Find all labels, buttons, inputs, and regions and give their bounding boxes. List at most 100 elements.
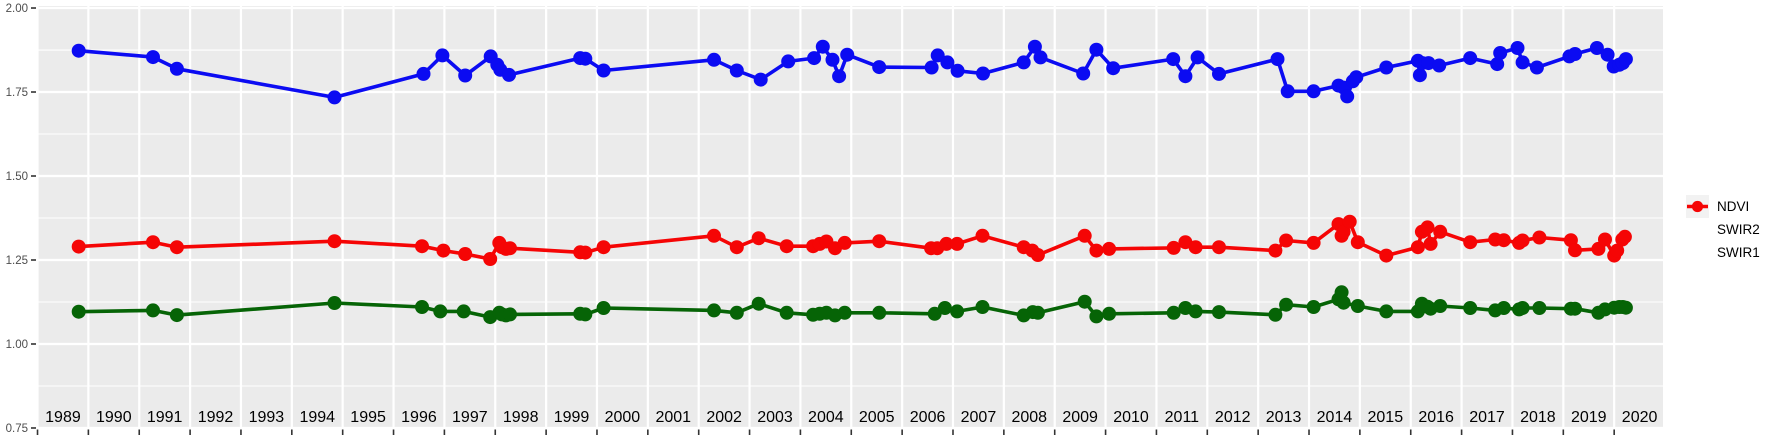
series-SWIR1-point: [779, 239, 794, 254]
series-SWIR1-point: [169, 240, 184, 255]
series-NDVI-point: [416, 66, 431, 81]
series-SWIR2-point: [1102, 306, 1117, 321]
x-tick-label: 2008: [1011, 409, 1047, 426]
axis-ticks: [31, 7, 1615, 435]
series-SWIR2-point: [837, 305, 852, 320]
series-NDVI-point: [729, 63, 744, 78]
x-axis-labels: 1989 1990 1991 1992 1993 1994 1995 1996 1997 1998…: [45, 409, 1657, 426]
y-tick-label: 1.25: [6, 255, 28, 267]
x-tick-label: 1994: [299, 409, 335, 426]
series-NDVI-point: [578, 51, 593, 66]
series-NDVI-point: [1349, 70, 1364, 85]
series-SWIR2-point: [1188, 304, 1203, 319]
series-SWIR1-point: [146, 235, 160, 250]
series-NDVI-point: [940, 55, 955, 70]
x-tick-label: 1998: [503, 409, 539, 426]
gridlines: [36, 6, 1663, 430]
series-SWIR1-point: [1379, 248, 1394, 263]
series-SWIR1-point: [1279, 233, 1294, 248]
series-SWIR2-point: [415, 300, 429, 314]
x-tick-label: 1995: [350, 409, 386, 426]
legend-key-swir2-icon: [1686, 195, 1709, 241]
series-SWIR2-point: [1166, 305, 1181, 320]
series-SWIR2-point: [1379, 304, 1394, 319]
x-tick-label: 1999: [554, 409, 590, 426]
series-NDVI-point: [435, 48, 450, 63]
series-NDVI-point: [1270, 52, 1285, 67]
series-NDVI-point: [976, 66, 990, 81]
series-SWIR1-point: [1342, 214, 1357, 229]
x-tick-label: 2010: [1113, 409, 1149, 426]
series-NDVI-point: [815, 39, 830, 54]
legend-label-swir1: SWIR1: [1717, 245, 1760, 260]
series-NDVI-point: [1432, 58, 1447, 73]
x-tick-label: 2016: [1418, 409, 1454, 426]
series-NDVI-point: [1178, 69, 1193, 84]
legend-label-swir2: SWIR2: [1717, 222, 1760, 237]
x-tick-label: 1997: [452, 409, 488, 426]
series-SWIR1-point: [1350, 235, 1365, 250]
series-SWIR2-point: [872, 305, 887, 320]
series-SWIR1-point: [1166, 240, 1181, 255]
x-tick-label: 1996: [401, 409, 437, 426]
series-SWIR1-point: [71, 239, 86, 254]
x-tick-label: 1990: [96, 409, 132, 426]
series-NDVI-point: [1600, 47, 1615, 62]
series-SWIR1-point: [458, 247, 473, 261]
series-NDVI-point: [71, 43, 86, 58]
series-NDVI-point: [781, 54, 796, 69]
x-tick-label: 2017: [1469, 409, 1505, 426]
series-SWIR1-point: [950, 236, 965, 251]
series-SWIR1-point: [975, 228, 990, 243]
x-tick-label: 2019: [1571, 409, 1607, 426]
x-tick-label: 2015: [1368, 409, 1404, 426]
series-SWIR2-point: [751, 296, 766, 311]
series-SWIR1-point: [1496, 233, 1511, 248]
series-SWIR2-point: [1433, 299, 1448, 313]
series-SWIR1-point: [751, 231, 766, 246]
series-SWIR1-point: [1463, 235, 1478, 250]
series-SWIR2-point: [1350, 299, 1365, 313]
series-SWIR2-point: [169, 308, 184, 323]
legend: NDVI SWIR2 SWIR1: [1686, 195, 1760, 264]
series-NDVI-point: [502, 67, 516, 82]
x-tick-label: 2014: [1317, 409, 1353, 426]
series-SWIR1-point: [1568, 243, 1582, 258]
series-SWIR2-point: [1030, 305, 1045, 320]
series-NDVI-point: [1421, 56, 1436, 71]
series-SWIR1-point: [1212, 240, 1226, 255]
series-SWIR1-point: [1102, 241, 1117, 256]
series-NDVI-point: [1027, 39, 1042, 54]
series-NDVI-point: [1568, 47, 1582, 61]
series-SWIR1-point: [1336, 224, 1351, 239]
series-NDVI-point: [832, 69, 847, 84]
series-NDVI-point: [807, 51, 822, 66]
legend-label-ndvi: NDVI: [1717, 199, 1750, 214]
x-tick-label: 2018: [1520, 409, 1556, 426]
series-SWIR1-point: [1598, 232, 1612, 247]
series-SWIR1-point: [415, 239, 429, 254]
x-tick-label: 2007: [961, 409, 997, 426]
series-NDVI-point: [1490, 57, 1505, 72]
series-SWIR1-point: [1030, 248, 1045, 262]
series-SWIR2-point: [937, 301, 952, 315]
x-tick-label: 2006: [910, 409, 946, 426]
series-NDVI-point: [169, 61, 184, 76]
series-NDVI-point: [146, 50, 160, 65]
series-SWIR1-point: [327, 234, 342, 249]
legend-key-swir1-icon: [1686, 195, 1709, 264]
series-NDVI-point: [872, 60, 887, 75]
series-SWIR2-point: [1463, 301, 1478, 315]
series-NDVI-point: [1493, 46, 1508, 60]
series-NDVI-point: [1076, 66, 1091, 81]
series-SWIR2-point: [1089, 309, 1104, 324]
x-tick-label: 2013: [1266, 409, 1302, 426]
x-tick-label: 2004: [808, 409, 844, 426]
series-NDVI-point: [707, 52, 721, 67]
series-NDVI-point: [930, 48, 945, 63]
series-SWIR1-point: [1188, 240, 1203, 255]
series-NDVI-point: [1589, 41, 1604, 55]
series-SWIR2: [71, 285, 1633, 325]
series-NDVI-point: [1618, 52, 1633, 67]
y-tick-label: 1.75: [6, 87, 28, 99]
